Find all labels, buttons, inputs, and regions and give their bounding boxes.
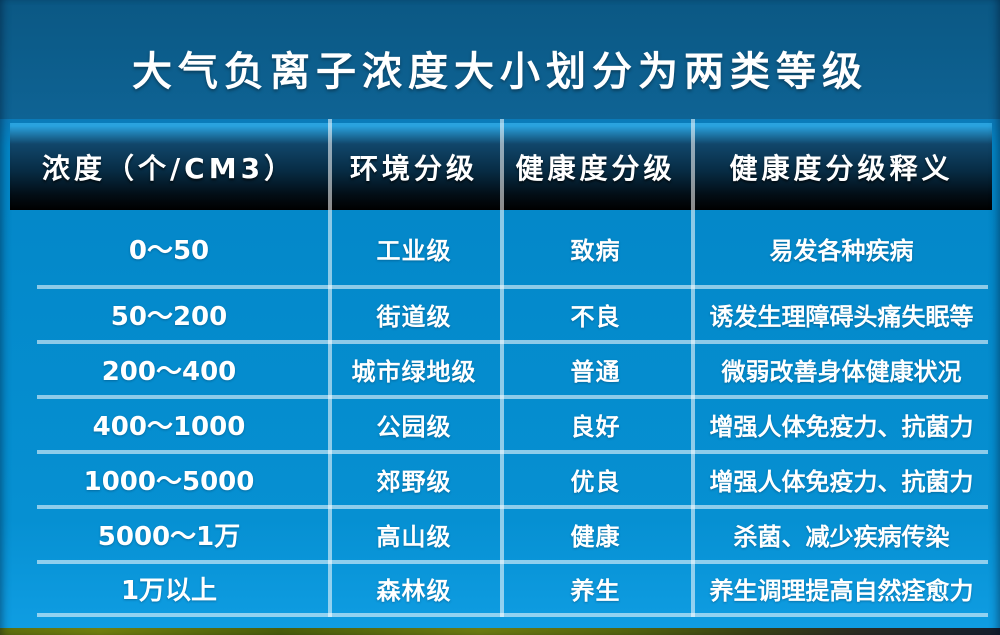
- cell-environment-grade: 街道级: [376, 303, 452, 331]
- cell-environment-grade: 森林级: [376, 577, 452, 605]
- row-divider: [37, 450, 988, 454]
- cell-health-grade: 致病: [570, 237, 621, 265]
- cell-concentration: 1000～5000: [83, 467, 255, 497]
- table-body: 0～50 工业级 致病 易发各种疾病 50～200 街道级 不良 诱发生理障碍头…: [10, 210, 992, 617]
- cell-health-grade: 良好: [570, 413, 621, 441]
- row-divider: [37, 505, 988, 509]
- cell-environment-grade: 工业级: [376, 237, 452, 265]
- table-row: 400～1000 公园级 良好 增强人体免疫力、抗菌力: [10, 397, 992, 454]
- cell-health-grade-meaning: 增强人体免疫力、抗菌力: [709, 468, 974, 496]
- title-bar: 大气负离子浓度大小划分为两类等级: [0, 0, 1000, 119]
- column-header-health-grade: 健康度分级: [515, 151, 676, 185]
- table-row: 200～400 城市绿地级 普通 微弱改善身体健康状况: [10, 342, 992, 399]
- table-row: 50～200 街道级 不良 诱发生理障碍头痛失眠等: [10, 287, 992, 344]
- cell-environment-grade: 城市绿地级: [351, 358, 477, 386]
- column-divider: [500, 119, 504, 617]
- table-row: 1000～5000 郊野级 优良 增强人体免疫力、抗菌力: [10, 452, 992, 509]
- cell-concentration: 0～50: [128, 236, 210, 266]
- row-divider: [37, 560, 988, 564]
- cell-health-grade-meaning: 杀菌、减少疾病传染: [733, 523, 950, 551]
- column-divider: [691, 119, 695, 617]
- cell-concentration: 200～400: [101, 357, 237, 387]
- table-row: 1万以上 森林级 养生 养生调理提高自然痊愈力: [10, 562, 992, 617]
- cell-health-grade-meaning: 易发各种疾病: [769, 237, 914, 265]
- column-divider: [328, 119, 332, 617]
- cell-health-grade: 普通: [570, 358, 621, 386]
- column-header-health-grade-meaning: 健康度分级释义: [729, 151, 954, 185]
- cell-health-grade-meaning: 增强人体免疫力、抗菌力: [709, 413, 974, 441]
- bottom-edge-strip: [0, 628, 1000, 635]
- cell-health-grade: 不良: [570, 303, 621, 331]
- row-divider: [37, 613, 988, 617]
- cell-concentration: 5000～1万: [97, 522, 241, 552]
- row-divider: [37, 340, 988, 344]
- cell-health-grade-meaning: 微弱改善身体健康状况: [721, 358, 962, 386]
- cell-health-grade-meaning: 养生调理提高自然痊愈力: [709, 577, 974, 605]
- cell-environment-grade: 郊野级: [376, 468, 452, 496]
- grade-table: 浓度（个/CM3） 环境分级 健康度分级 健康度分级释义 0～50 工业级 致病…: [0, 119, 1000, 628]
- cell-concentration: 50～200: [110, 302, 228, 332]
- row-divider: [37, 395, 988, 399]
- page-title: 大气负离子浓度大小划分为两类等级: [132, 48, 868, 95]
- cell-concentration: 400～1000: [92, 412, 246, 442]
- row-divider: [37, 285, 988, 289]
- table-row: 5000～1万 高山级 健康 杀菌、减少疾病传染: [10, 507, 992, 564]
- column-header-concentration: 浓度（个/CM3）: [41, 151, 297, 185]
- cell-concentration: 1万以上: [120, 576, 218, 606]
- cell-health-grade-meaning: 诱发生理障碍头痛失眠等: [709, 303, 974, 331]
- cell-health-grade: 健康: [570, 523, 621, 551]
- table-row: 0～50 工业级 致病 易发各种疾病: [10, 210, 992, 289]
- cell-health-grade: 优良: [570, 468, 621, 496]
- cell-environment-grade: 高山级: [376, 523, 452, 551]
- cell-health-grade: 养生: [570, 577, 621, 605]
- cell-environment-grade: 公园级: [376, 413, 452, 441]
- column-header-environment-grade: 环境分级: [349, 151, 478, 185]
